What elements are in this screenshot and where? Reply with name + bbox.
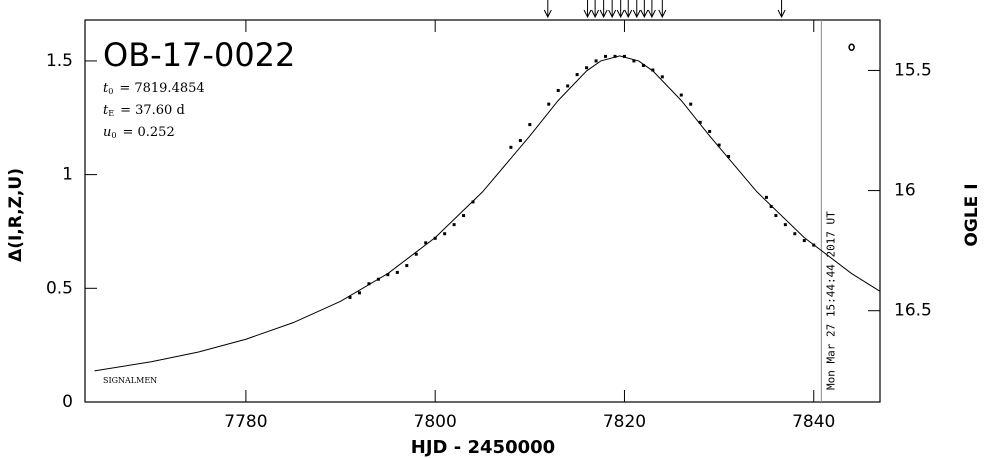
credit: SIGNALMEN bbox=[103, 376, 157, 385]
y2-tick-label: 16 bbox=[894, 181, 916, 201]
data-point bbox=[717, 143, 721, 147]
x-tick-label: 7780 bbox=[224, 412, 267, 432]
data-point bbox=[414, 252, 418, 256]
data-point bbox=[774, 214, 778, 218]
y2-tick-label: 16.5 bbox=[894, 301, 932, 321]
data-point bbox=[395, 270, 399, 274]
data-point bbox=[698, 120, 702, 124]
observation-arrow bbox=[599, 0, 608, 19]
data-point bbox=[622, 54, 626, 58]
data-point bbox=[727, 154, 731, 158]
y2-axis-label: OGLE I bbox=[962, 183, 982, 246]
data-point bbox=[348, 295, 352, 299]
data-point bbox=[783, 223, 787, 227]
observation-arrow bbox=[616, 0, 625, 19]
data-point bbox=[471, 200, 475, 204]
timestamp: Mon Mar 27 15:44:44 2017 UT bbox=[824, 211, 837, 390]
data-point bbox=[660, 75, 664, 79]
observation-arrow bbox=[624, 0, 633, 19]
parameter: u0 = 0.252 bbox=[103, 125, 175, 141]
chart-title: OB-17-0022 bbox=[103, 36, 295, 74]
data-point bbox=[452, 223, 456, 227]
data-point bbox=[376, 277, 380, 281]
parameter-subscript: 0 bbox=[108, 87, 113, 96]
data-point bbox=[443, 232, 447, 236]
data-point bbox=[547, 102, 551, 106]
data-point bbox=[528, 123, 532, 127]
parameter-value: = 7819.4854 bbox=[119, 81, 204, 96]
data-point bbox=[679, 93, 683, 97]
parameter-symbol: u bbox=[103, 125, 111, 140]
parameter-subscript: 0 bbox=[111, 131, 116, 140]
observation-arrow bbox=[591, 0, 600, 19]
observation-arrow bbox=[583, 0, 592, 19]
data-point bbox=[641, 63, 645, 67]
data-point bbox=[613, 54, 617, 58]
x-tick-label: 7840 bbox=[792, 412, 835, 432]
data-point bbox=[462, 214, 466, 218]
plot-frame bbox=[84, 19, 881, 403]
data-point bbox=[357, 291, 361, 295]
observation-arrow bbox=[632, 0, 641, 19]
data-point bbox=[433, 236, 437, 240]
parameter-value: = 0.252 bbox=[122, 125, 174, 140]
parameter-subscript: E bbox=[108, 109, 114, 118]
data-point bbox=[632, 59, 636, 63]
open-point bbox=[848, 43, 855, 52]
data-point bbox=[708, 129, 712, 133]
parameter-value: = 37.60 d bbox=[120, 103, 185, 118]
data-point bbox=[566, 84, 570, 88]
observation-arrow bbox=[647, 0, 656, 19]
y-tick-label: 1.5 bbox=[46, 51, 73, 71]
data-point bbox=[509, 145, 513, 149]
x-axis-label: HJD - 2450000 bbox=[411, 437, 555, 458]
x-tick-label: 7820 bbox=[603, 412, 646, 432]
x-tick-label: 7800 bbox=[414, 412, 457, 432]
data-point bbox=[386, 273, 390, 277]
data-point bbox=[424, 241, 428, 245]
y2-tick-label: 15.5 bbox=[894, 60, 932, 80]
data-point bbox=[769, 204, 773, 208]
data-point bbox=[594, 59, 598, 63]
data-point bbox=[585, 66, 589, 70]
parameter: t0 = 7819.4854 bbox=[103, 81, 205, 97]
data-point bbox=[764, 195, 768, 199]
data-point bbox=[518, 139, 522, 143]
parameter-symbol: t bbox=[103, 103, 109, 118]
observation-arrow bbox=[608, 0, 617, 19]
data-point bbox=[556, 88, 560, 92]
data-point bbox=[651, 68, 655, 72]
observation-arrow bbox=[640, 0, 649, 19]
data-point bbox=[604, 54, 608, 58]
y-axis-label: Δ(I,R,Z,U) bbox=[6, 168, 26, 262]
observation-arrow bbox=[658, 0, 667, 19]
data-point bbox=[405, 264, 409, 268]
data-point bbox=[367, 282, 371, 286]
observation-arrow bbox=[543, 0, 552, 19]
parameter: tE = 37.60 d bbox=[103, 103, 185, 119]
data-point bbox=[812, 243, 816, 247]
data-point bbox=[689, 102, 693, 106]
observation-arrow bbox=[777, 0, 786, 19]
y-tick-label: 0.5 bbox=[46, 278, 73, 298]
y-tick-label: 0 bbox=[62, 392, 73, 412]
data-point bbox=[575, 73, 579, 77]
data-point bbox=[802, 239, 806, 243]
data-point bbox=[793, 232, 797, 236]
model-curve bbox=[94, 55, 881, 372]
parameter-symbol: t bbox=[103, 81, 109, 96]
y-tick-label: 1 bbox=[62, 165, 73, 185]
